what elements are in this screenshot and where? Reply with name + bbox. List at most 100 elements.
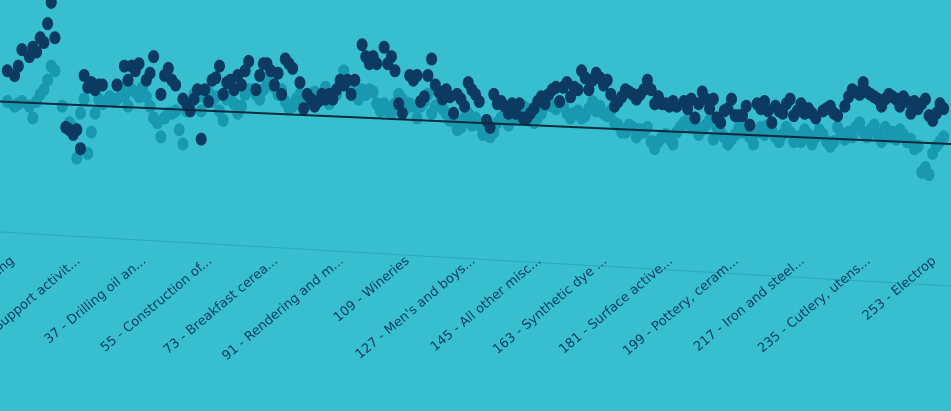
data-point [513,97,525,111]
data-point [715,116,727,130]
x-tick-label: 163 - Synthetic dye ... [490,254,610,358]
data-point [784,92,796,106]
data-point [572,83,584,97]
data-point [75,142,86,156]
data-point [243,54,255,68]
data-point [56,99,68,113]
data-point [85,125,97,139]
data-point [155,87,167,101]
x-tick-label: 73 - Breakfast cerea... [161,254,281,358]
data-point [938,102,950,116]
data-point [459,99,470,113]
data-point [356,38,368,52]
data-point [645,83,657,97]
data-point [122,73,134,87]
data-point [667,137,679,151]
axis-baseline [0,231,951,287]
data-point [235,99,247,113]
data-point [418,90,430,104]
data-point [78,69,90,82]
data-point [422,69,434,82]
data-point [396,106,408,120]
data-point [371,57,383,71]
data-point [287,61,299,75]
data-point [177,137,189,151]
x-tick-label: arming [0,254,18,295]
data-point [810,111,822,125]
x-tick-label: 91 - Rendering and m... [219,254,346,364]
data-point [268,78,280,92]
data-point [210,71,222,85]
data-point [748,137,759,151]
data-point [426,52,438,66]
data-point [601,73,613,87]
data-point [217,87,229,101]
data-point [294,76,306,90]
data-point [744,118,756,132]
data-point [740,99,752,113]
data-point [378,40,390,54]
data-point [27,111,39,125]
data-point [448,106,460,120]
data-point [272,66,284,80]
data-point [45,0,57,9]
data-point [254,69,266,82]
data-point [938,130,950,144]
x-tick-label: 145 - All other misc... [428,254,544,355]
data-point [42,73,54,87]
data-point [641,120,653,134]
data-point [554,95,566,108]
data-point [195,132,207,146]
x-tick-label: 181 - Surface active... [556,254,675,358]
data-point [170,104,182,118]
data-point [726,92,737,106]
x-tick-label: 199 - Pottery, ceram... [620,254,742,359]
data-point [349,73,361,87]
data-point [31,45,43,59]
data-point [49,64,61,78]
data-point [411,111,423,125]
x-tick-label: 127 - Men's and boys... [353,254,479,363]
data-point [133,57,145,71]
data-point [217,113,229,127]
data-point [276,87,288,101]
data-point [170,78,182,92]
data-point [766,116,778,130]
data-point [144,66,156,80]
data-point [89,106,101,120]
data-point [12,59,24,73]
data-point [42,17,54,31]
data-point [199,83,211,97]
data-point [214,59,225,73]
data-point [473,95,485,108]
data-point [203,95,214,108]
data-point [389,64,401,78]
x-tick-label: 235 - Cutlery, utens... [755,254,873,357]
data-point [923,168,935,182]
data-point [235,78,247,92]
data-point [298,102,310,116]
data-point [345,87,357,101]
data-point [155,130,167,144]
data-point [96,78,108,92]
data-point [173,123,185,137]
data-point [111,78,123,92]
data-point [16,43,28,57]
data-point [411,69,423,82]
data-point [148,50,160,64]
data-point [707,92,719,106]
data-point [605,87,617,101]
trend-line [0,100,951,145]
data-point [385,50,397,64]
data-point [367,85,379,99]
data-point [250,83,262,97]
data-point [832,109,844,123]
x-tick-label: 217 - Iron and steel... [691,254,807,355]
x-tick-label: 55 - Construction of... [98,254,215,356]
data-point [144,99,156,113]
data-point [49,31,61,45]
data-point [707,132,719,146]
data-point [689,111,701,125]
data-point [162,61,174,75]
